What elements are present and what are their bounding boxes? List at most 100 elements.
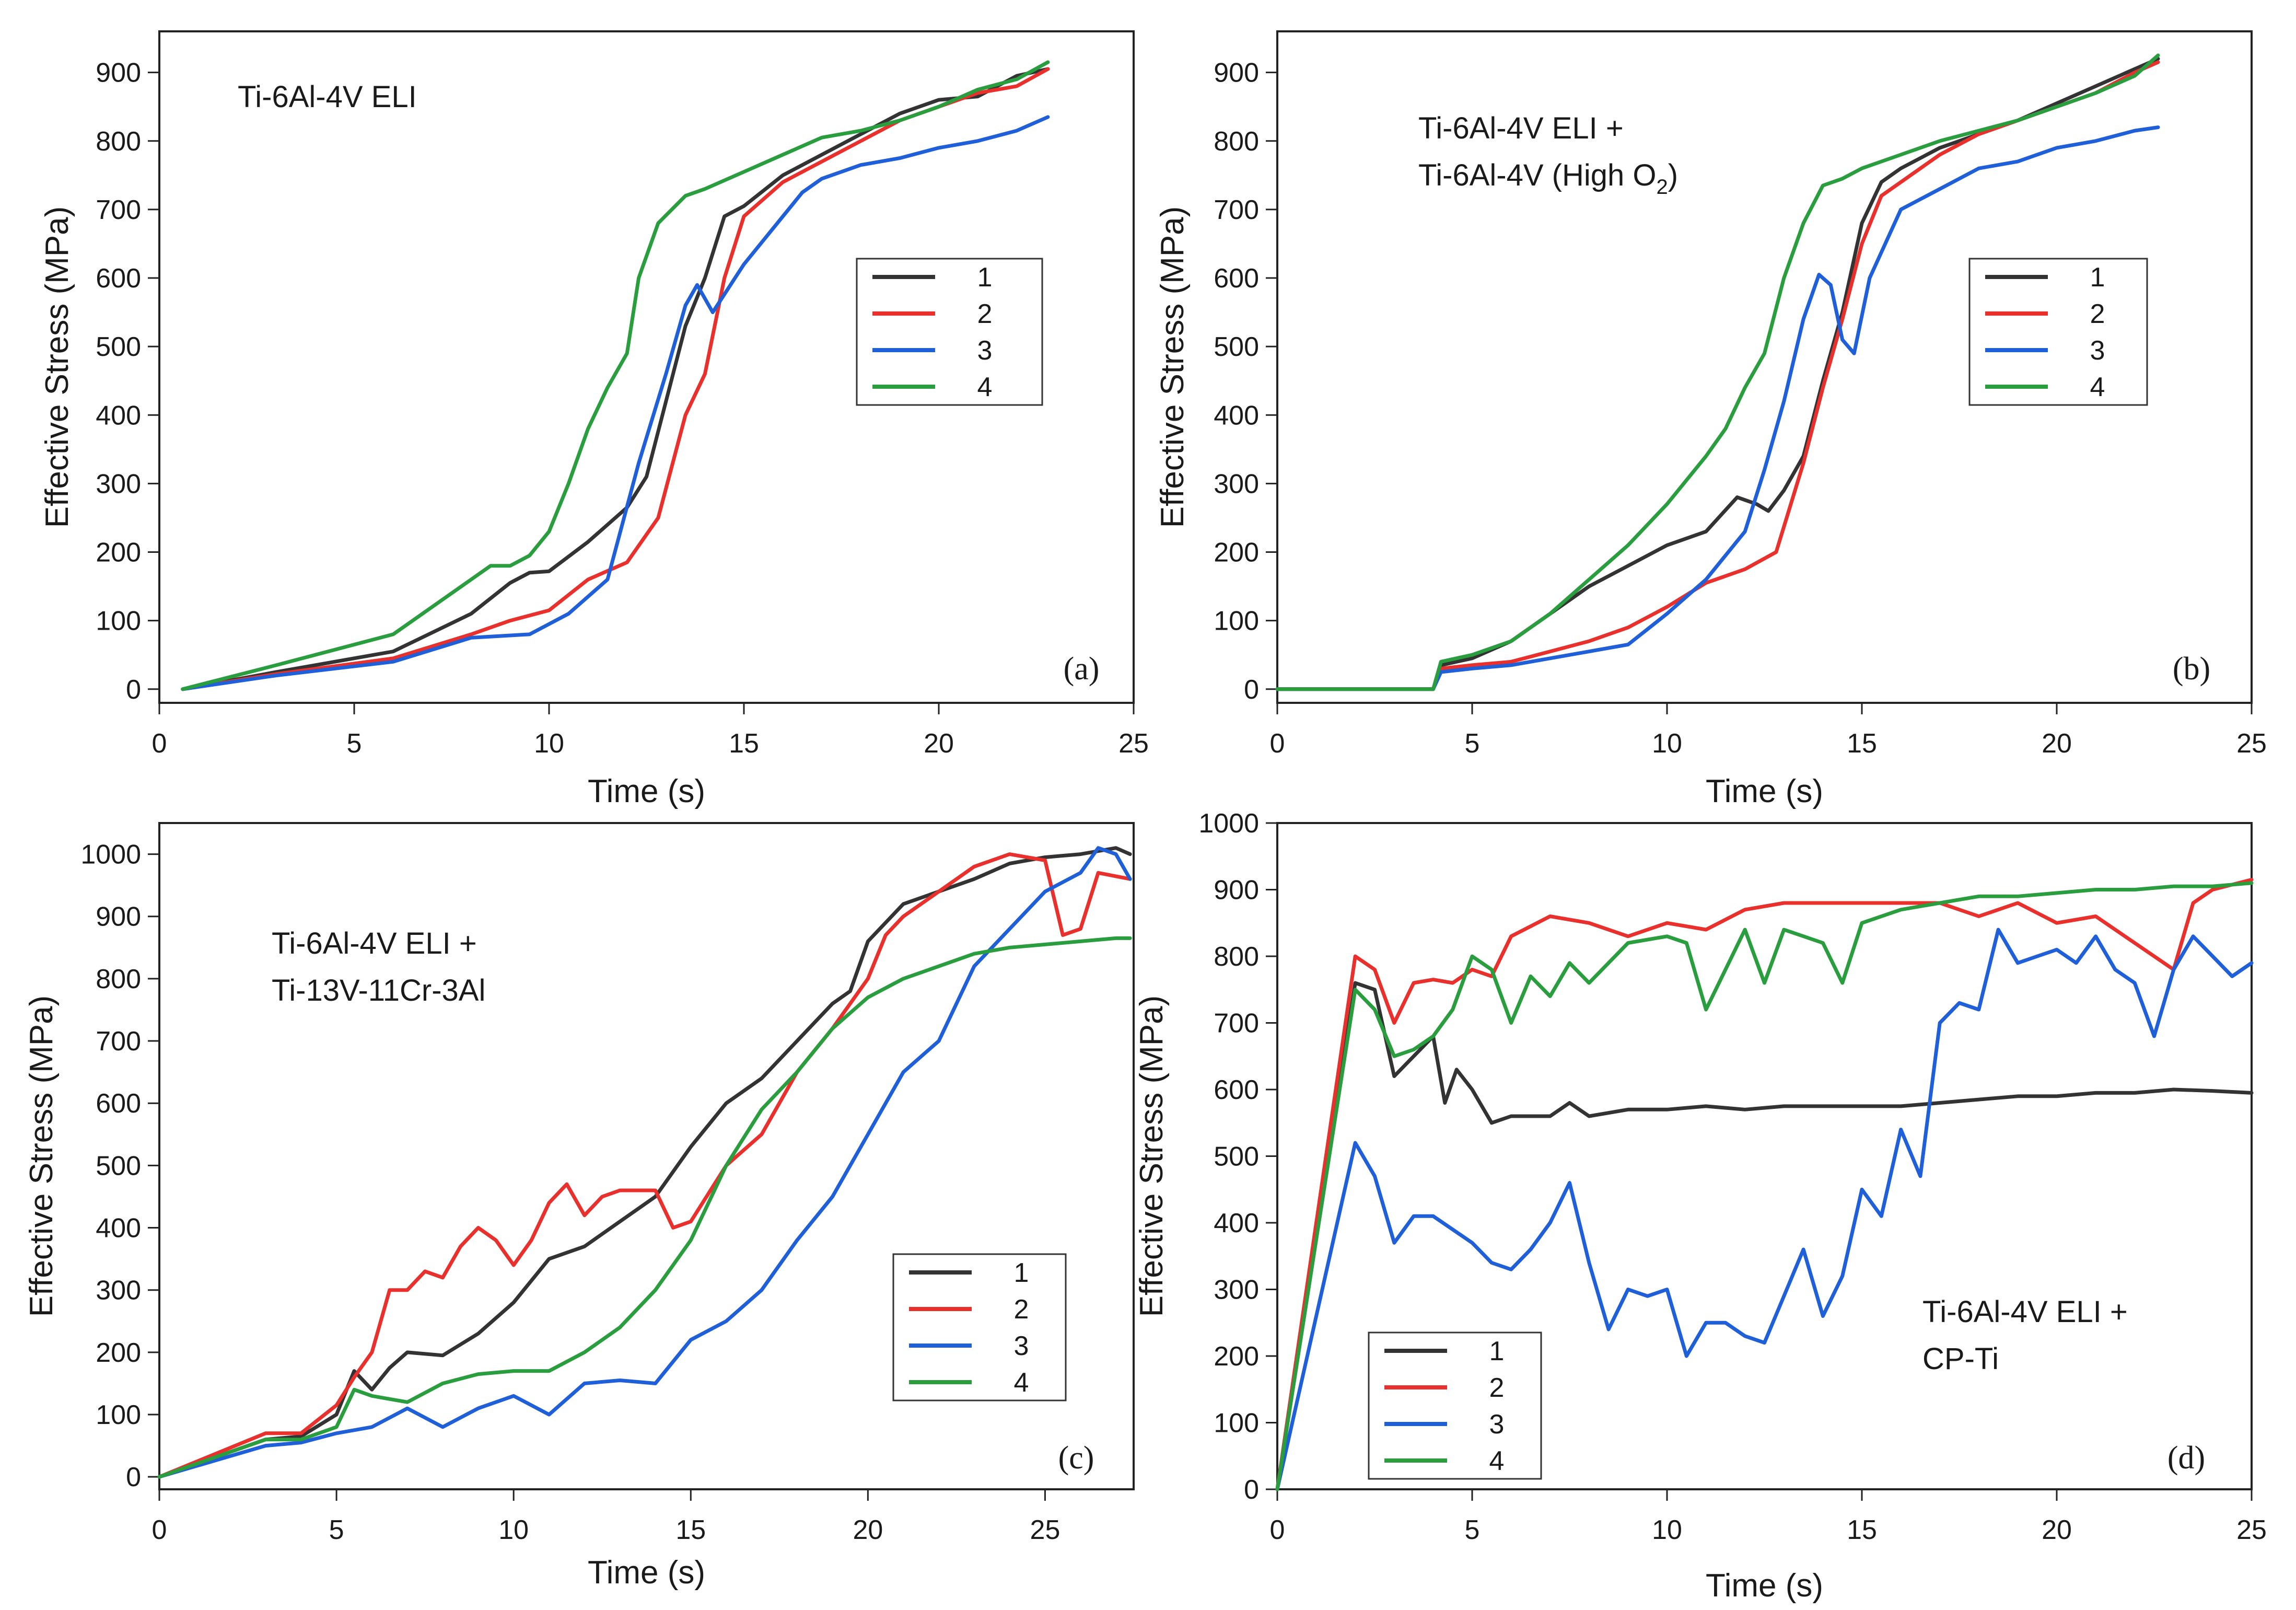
y-tick-label: 600 [96, 1088, 141, 1119]
x-tick-label: 10 [1652, 728, 1682, 759]
series-line-3 [1275, 928, 2254, 1491]
x-tick-label: 10 [1652, 1515, 1682, 1545]
y-tick-label: 200 [96, 1338, 141, 1368]
legend-label: 2 [1489, 1373, 1505, 1403]
chart-panel-b: 0 5 10 15 20 25 0 100 200 300 400 500 600 700 800 900 Ti… [1155, 30, 2267, 809]
panel-label: (d) [2167, 1440, 2205, 1476]
y-tick-label: 200 [96, 538, 141, 568]
x-tick-label: 20 [924, 728, 954, 759]
chart-annotation: Ti-6Al-4V ELI + [1418, 111, 1624, 145]
y-tick-label: 700 [96, 195, 141, 225]
legend-box [1968, 258, 2148, 406]
y-tick-label: 100 [96, 606, 141, 636]
y-tick-label: 700 [96, 1026, 141, 1057]
legend-label: 3 [1014, 1331, 1029, 1361]
x-tick-label: 15 [1847, 1515, 1877, 1545]
y-tick-label: 300 [1214, 469, 1259, 499]
x-tick-label: 5 [1465, 1515, 1480, 1545]
x-tick-label: 20 [2042, 728, 2072, 759]
y-axis-title: Effective Stress (MPa) [24, 995, 60, 1317]
y-tick-label: 500 [1214, 1142, 1259, 1172]
x-tick-label: 5 [329, 1515, 344, 1545]
legend-label: 2 [1014, 1294, 1029, 1325]
series-line-2 [157, 852, 1132, 1479]
y-axis-title: Effective Stress (MPa) [39, 206, 75, 528]
y-tick-label: 400 [1214, 400, 1259, 431]
legend-label: 4 [977, 372, 993, 402]
y-tick-label: 900 [1214, 58, 1259, 88]
panel-label: (c) [1058, 1440, 1094, 1476]
annotation-part: ) [1668, 158, 1678, 192]
y-tick-label: 700 [1214, 195, 1259, 225]
x-tick-label: 5 [347, 728, 362, 759]
legend-label: 4 [1489, 1446, 1505, 1476]
legend-label: 3 [977, 335, 993, 366]
y-tick-label: 300 [96, 469, 141, 499]
chart-panel-a: 0 5 10 15 20 25 0 100 200 300 400 500 600 700 800 900 Ti… [39, 30, 1149, 809]
plot-frame [1276, 30, 2253, 704]
y-tick-label: 300 [1214, 1275, 1259, 1305]
legend-label: 4 [1014, 1368, 1029, 1398]
y-tick-label: 600 [96, 263, 141, 294]
legend-label: 2 [2090, 299, 2105, 329]
y-tick-label: 1000 [1198, 808, 1259, 839]
legend-label: 1 [1489, 1336, 1505, 1366]
y-tick-label: 0 [1244, 675, 1259, 705]
x-tick-label: 0 [152, 728, 167, 759]
x-axis-title: Time (s) [1706, 1568, 1823, 1604]
legend-label: 4 [2090, 372, 2105, 402]
x-tick-label: 25 [1030, 1515, 1060, 1545]
y-tick-label: 800 [96, 126, 141, 157]
y-tick-label: 800 [96, 964, 141, 994]
series-line-3 [157, 846, 1132, 1479]
x-tick-label: 15 [729, 728, 759, 759]
y-tick-label: 900 [96, 58, 141, 88]
y-tick-label: 400 [96, 400, 141, 431]
y-tick-label: 200 [1214, 1341, 1259, 1372]
y-tick-label: 600 [1214, 263, 1259, 294]
x-tick-label: 20 [853, 1515, 883, 1545]
legend-label: 2 [977, 299, 993, 329]
x-tick-label: 20 [2042, 1515, 2072, 1545]
y-tick-label: 800 [1214, 126, 1259, 157]
y-axis-title: Effective Stress (MPa) [1134, 995, 1170, 1317]
x-tick-label: 10 [498, 1515, 529, 1545]
y-axis-title: Effective Stress (MPa) [1155, 206, 1191, 528]
legend: 1 2 3 4 [856, 258, 1043, 406]
y-tick-label: 0 [1244, 1475, 1259, 1505]
x-tick-label: 25 [2236, 728, 2267, 759]
y-tick-label: 200 [1214, 538, 1259, 568]
series-line-4 [1275, 53, 2160, 691]
y-tick-label: 700 [1214, 1009, 1259, 1039]
chart-annotation: Ti-6Al-4V ELI + [1922, 1295, 2128, 1329]
y-tick-label: 500 [1214, 332, 1259, 362]
x-tick-label: 25 [1118, 728, 1149, 759]
x-tick-label: 0 [1270, 1515, 1285, 1545]
chart-annotation: Ti-6Al-4V (High O2) [1418, 158, 1678, 199]
legend: 1 2 3 4 [1368, 1331, 1542, 1480]
series-line-1 [157, 846, 1132, 1479]
y-tick-label: 400 [1214, 1208, 1259, 1238]
legend: 1 2 3 4 [892, 1253, 1067, 1401]
series-line-3 [181, 115, 1050, 691]
legend-label: 3 [1489, 1409, 1505, 1440]
plot-frame [158, 822, 1135, 1490]
y-tick-label: 400 [96, 1213, 141, 1244]
panel-label: (b) [2173, 651, 2210, 687]
legend-label: 1 [977, 262, 993, 293]
chart-panel-d: 0 5 10 15 20 25 0 100 200 300 400 500 600 700 800 900 10… [1134, 808, 2267, 1604]
series-line-3 [1275, 125, 2160, 691]
y-tick-label: 600 [1214, 1075, 1259, 1105]
chart-annotation: Ti-6Al-4V ELI + [272, 926, 477, 960]
annotation-part: Ti-6Al-4V (High O [1418, 158, 1657, 192]
legend-box [1368, 1331, 1542, 1480]
y-tick-label: 900 [1214, 875, 1259, 906]
x-tick-label: 15 [1847, 728, 1877, 759]
chart-annotation: Ti-6Al-4V ELI [238, 80, 417, 114]
legend-label: 1 [1014, 1258, 1029, 1288]
legend: 1 2 3 4 [1968, 258, 2148, 406]
legend-box [892, 1253, 1067, 1401]
series-line-2 [1275, 877, 2254, 1491]
y-tick-label: 100 [1214, 606, 1259, 636]
